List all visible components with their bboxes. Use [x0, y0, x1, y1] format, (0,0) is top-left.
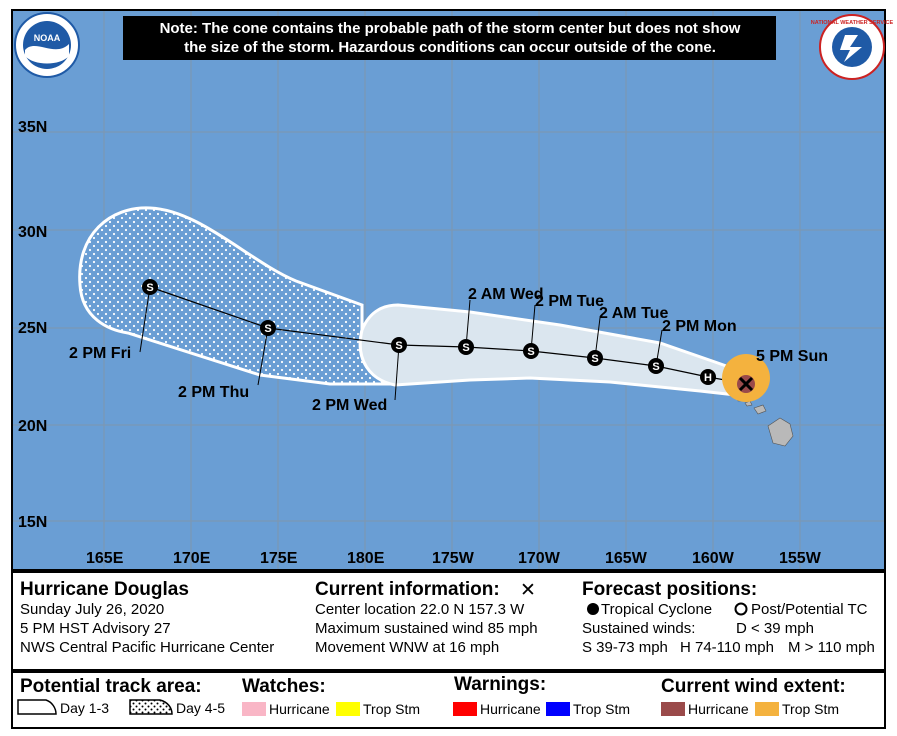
forecast-point: S: [648, 358, 664, 374]
legend-panel: Potential track area: Day 1-3 Day 4-5 Wa…: [11, 671, 886, 729]
storm-name: Hurricane Douglas: [20, 579, 189, 600]
day1-3-swatch: [17, 699, 57, 715]
advisory-date: Sunday July 26, 2020: [20, 601, 164, 618]
lon-label: 175E: [260, 550, 298, 567]
current-info-title: Current information:: [315, 579, 500, 600]
svg-text:S: S: [462, 342, 469, 354]
forecast-positions-title: Forecast positions:: [582, 579, 757, 600]
svg-text:S: S: [652, 361, 659, 373]
depression-range: D < 39 mph: [736, 620, 814, 637]
forecast-point: S: [260, 320, 276, 336]
note-line-2: the size of the storm. Hazardous conditi…: [184, 39, 716, 56]
wind-hurricane-label: Hurricane: [688, 701, 749, 717]
forecast-label: 2 PM Tue: [535, 293, 604, 310]
hurricane-range: H 74-110 mph: [680, 639, 774, 656]
note-line-1: Note: The cone contains the probable pat…: [160, 20, 741, 37]
day4-5-label: Day 4-5: [176, 700, 225, 716]
lat-label: 25N: [18, 320, 47, 337]
forecast-label: 5 PM Sun: [756, 348, 828, 365]
lon-label: 170W: [518, 550, 561, 567]
map-area: 35N 30N 25N 20N 15N 165E 170E 175E 180E …: [11, 9, 894, 571]
lat-label: 20N: [18, 418, 47, 435]
warn-hurricane-label: Hurricane: [480, 701, 541, 717]
lat-label: 15N: [18, 514, 47, 531]
svg-text:S: S: [264, 323, 271, 335]
forecast-label: 2 PM Wed: [312, 397, 387, 414]
svg-text:S: S: [395, 340, 402, 352]
forecast-label: 2 PM Thu: [178, 384, 249, 401]
major-range: M > 110 mph: [788, 639, 875, 656]
svg-text:H: H: [704, 372, 712, 384]
forecast-label: 2 AM Wed: [468, 286, 544, 303]
advisory-number: 5 PM HST Advisory 27: [20, 620, 171, 637]
forecast-label: 2 AM Tue: [599, 305, 668, 322]
warn-trop-swatch: [546, 702, 570, 716]
watches-title: Watches:: [242, 676, 326, 697]
forecast-label: 2 PM Fri: [69, 345, 131, 362]
forecast-point: S: [142, 279, 158, 295]
lon-label: 175W: [432, 550, 475, 567]
fc-post-label: Post/Potential TC: [751, 601, 868, 618]
forecast-point: S: [587, 350, 603, 366]
lon-label: 180E: [347, 550, 385, 567]
forecast-point: S: [391, 337, 407, 353]
lon-label: 165E: [86, 550, 124, 567]
svg-text:S: S: [591, 353, 598, 365]
svg-text:S: S: [146, 282, 153, 294]
lat-label: 35N: [18, 119, 47, 136]
day4-5-swatch: [129, 699, 173, 715]
watch-trop-label: Trop Stm: [363, 701, 420, 717]
storm-range: S 39-73 mph: [582, 639, 668, 656]
center-location: Center location 22.0 N 157.3 W: [315, 601, 525, 618]
noaa-logo-text: NOAA: [34, 33, 61, 43]
lon-label: 160W: [692, 550, 735, 567]
lat-label: 30N: [18, 224, 47, 241]
day1-3-label: Day 1-3: [60, 700, 109, 716]
graticule: [13, 11, 884, 569]
latitude-labels: 35N 30N 25N 20N 15N: [18, 119, 47, 531]
track-area-title: Potential track area:: [20, 676, 202, 697]
nws-logo: NATIONAL WEATHER SERVICE: [811, 14, 894, 80]
longitude-labels: 165E 170E 175E 180E 175W 170W 165W 160W …: [86, 550, 822, 567]
watch-trop-swatch: [336, 702, 360, 716]
note-banner: [123, 16, 776, 60]
nws-logo-text: NATIONAL WEATHER SERVICE: [811, 20, 894, 26]
noaa-logo: NOAA: [14, 12, 80, 78]
lon-label: 170E: [173, 550, 211, 567]
current-symbol: ✕: [520, 580, 536, 601]
wind-hurricane-swatch: [661, 702, 685, 716]
current-position-marker: [738, 376, 754, 392]
forecast-point: S: [523, 343, 539, 359]
warn-trop-label: Trop Stm: [573, 701, 630, 717]
wind-extent-title: Current wind extent:: [661, 676, 846, 697]
watch-hurricane-swatch: [242, 702, 266, 716]
forecast-label: 2 PM Mon: [662, 318, 737, 335]
max-wind: Maximum sustained wind 85 mph: [315, 620, 538, 637]
svg-text:S: S: [527, 346, 534, 358]
post-tc-icon: [734, 602, 748, 616]
wind-trop-swatch: [755, 702, 779, 716]
forecast-point: S: [458, 339, 474, 355]
forecast-point: H: [700, 369, 716, 385]
warnings-title: Warnings:: [454, 674, 546, 695]
warn-hurricane-swatch: [453, 702, 477, 716]
lon-label: 165W: [605, 550, 648, 567]
tropical-cyclone-icon: [587, 603, 599, 615]
info-panel: Hurricane Douglas Sunday July 26, 2020 5…: [11, 571, 886, 671]
movement: Movement WNW at 16 mph: [315, 639, 499, 656]
issuing-center: NWS Central Pacific Hurricane Center: [20, 639, 274, 656]
wind-trop-label: Trop Stm: [782, 701, 839, 717]
sustained-winds-label: Sustained winds:: [582, 620, 695, 637]
watch-hurricane-label: Hurricane: [269, 701, 330, 717]
fc-tropical-label: Tropical Cyclone: [601, 601, 712, 618]
lon-label: 155W: [779, 550, 822, 567]
